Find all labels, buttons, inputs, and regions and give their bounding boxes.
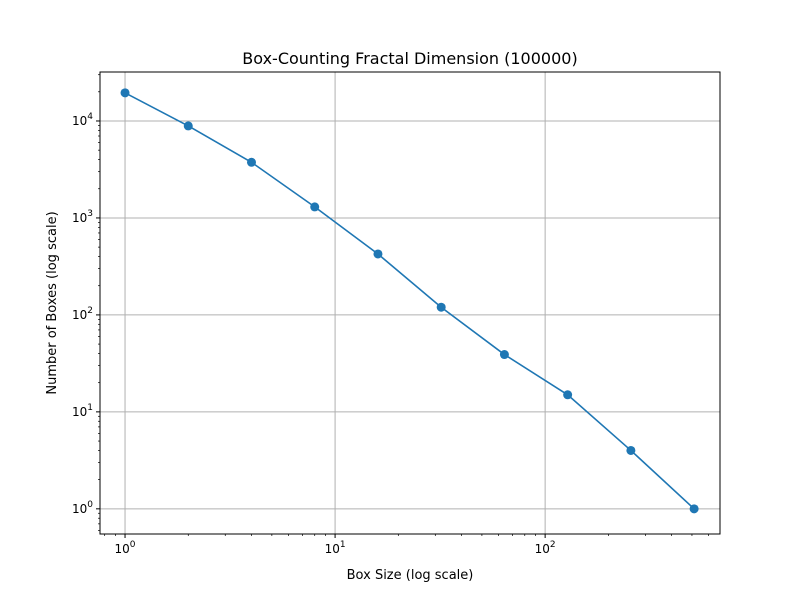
y-tick-label: 102 <box>72 306 93 322</box>
y-tick-label: 103 <box>72 209 93 225</box>
y-tick-base: 10 <box>72 502 87 516</box>
x-tick-label: 101 <box>325 540 346 556</box>
y-tick-base: 10 <box>72 405 87 419</box>
series-line <box>124 92 695 510</box>
data-point <box>563 390 573 400</box>
y-tick-label: 104 <box>72 112 93 128</box>
data-point <box>310 202 320 212</box>
data-point <box>120 88 130 98</box>
x-tick-exponent: 2 <box>550 540 556 550</box>
y-tick-label: 101 <box>72 403 93 419</box>
x-tick-exponent: 1 <box>340 540 346 550</box>
data-point <box>246 157 256 167</box>
y-tick-base: 10 <box>72 114 87 128</box>
y-tick-label: 100 <box>72 500 93 516</box>
y-axis-label: Number of Boxes (log scale) <box>45 211 60 394</box>
data-point <box>183 121 193 131</box>
x-tick-exponent: 0 <box>130 540 136 550</box>
data-point <box>436 302 446 312</box>
y-tick-exponent: 3 <box>87 209 93 219</box>
data-point <box>499 350 509 360</box>
x-tick-label: 102 <box>535 540 556 556</box>
data-point <box>373 249 383 259</box>
x-tick-base: 10 <box>535 542 550 556</box>
y-tick-exponent: 0 <box>87 500 93 510</box>
y-tick-base: 10 <box>72 308 87 322</box>
x-tick-label: 100 <box>115 540 136 556</box>
x-tick-base: 10 <box>115 542 130 556</box>
y-tick-exponent: 1 <box>87 403 93 413</box>
y-tick-exponent: 2 <box>87 306 93 316</box>
chart-title: Box-Counting Fractal Dimension (100000) <box>242 49 577 68</box>
x-tick-base: 10 <box>325 542 340 556</box>
x-axis-label: Box Size (log scale) <box>347 568 474 583</box>
data-point <box>689 504 699 514</box>
plot-frame <box>99 71 721 535</box>
y-tick-exponent: 4 <box>87 112 93 122</box>
grid-lines <box>100 72 720 534</box>
series-layer <box>120 88 699 514</box>
y-tick-base: 10 <box>72 211 87 225</box>
data-point <box>626 445 636 455</box>
